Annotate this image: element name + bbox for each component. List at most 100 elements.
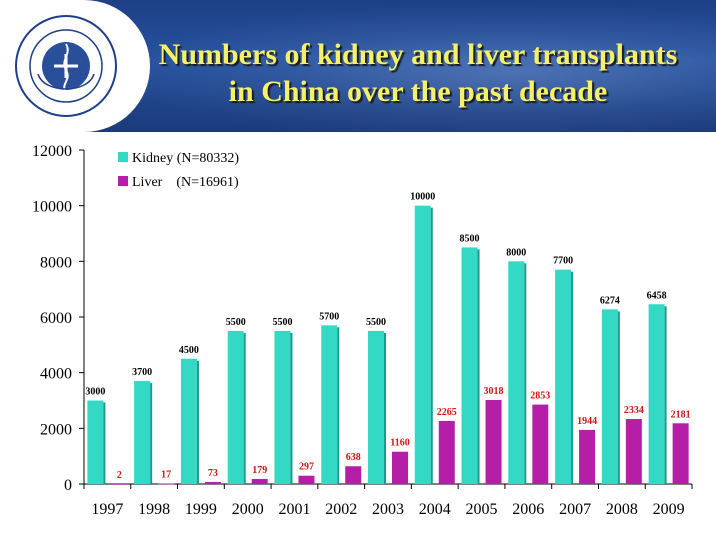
kidney-data-label: 3000 [85, 387, 105, 398]
transplant-bar-chart: 0 2000 4000 6000 8000 10000 12000 1997 1998 1999… [32, 143, 693, 518]
y-tick-label: 0 [64, 477, 72, 494]
y-tick-label: 12000 [32, 143, 72, 160]
ministry-of-health-emblem-icon [15, 15, 117, 117]
header-banner: Numbers of kidney and liver transplants … [0, 0, 716, 132]
liver-data-label: 2 [117, 470, 122, 481]
legend-liver-swatch [118, 176, 128, 186]
x-tick-label: 2002 [325, 501, 357, 518]
x-tick-label: 2000 [232, 501, 264, 518]
kidney-bar-shade [617, 311, 620, 484]
y-tick-label: 2000 [40, 421, 72, 438]
liver-bar [438, 420, 455, 484]
kidney-bar-shade [571, 271, 574, 484]
bars [87, 205, 689, 485]
kidney-bar-shade [430, 207, 433, 484]
liver-bar [158, 483, 175, 485]
kidney-bar [274, 330, 291, 484]
kidney-data-label: 8000 [506, 247, 526, 258]
kidney-bar [368, 330, 384, 484]
x-tick-label: 1998 [138, 501, 170, 518]
x-tick-label: 2001 [278, 501, 310, 518]
kidney-bar-shade [524, 263, 527, 484]
kidney-bar-shade [477, 249, 480, 484]
x-tick-label: 2004 [419, 501, 451, 518]
kidney-bar-shade [196, 360, 199, 484]
liver-data-label: 638 [346, 452, 361, 463]
kidney-bar [601, 309, 618, 484]
y-tick-label: 4000 [40, 366, 72, 383]
x-tick-label: 2003 [372, 501, 404, 518]
kidney-data-label: 10000 [410, 192, 435, 203]
liver-data-label: 3018 [484, 386, 504, 397]
kidney-bar-shade [384, 332, 386, 484]
kidney-bar [87, 400, 104, 484]
y-tick-label: 10000 [32, 199, 72, 216]
liver-data-label: 1944 [577, 416, 597, 427]
kidney-bar-shade [243, 332, 246, 484]
y-axis: 0 2000 4000 6000 8000 10000 12000 [32, 143, 85, 494]
y-tick-label: 8000 [40, 254, 72, 271]
kidney-data-label: 5500 [366, 317, 386, 328]
kidney-data-label: 7700 [553, 256, 573, 267]
x-tick-label: 2009 [653, 501, 685, 518]
kidney-bar [321, 325, 338, 484]
liver-data-label: 73 [208, 468, 218, 479]
liver-data-label: 17 [161, 470, 171, 481]
kidney-bar-shade [290, 332, 293, 484]
kidney-data-label: 3700 [132, 367, 152, 378]
liver-bar [204, 481, 221, 484]
liver-bar [625, 419, 642, 484]
liver-bar [579, 429, 596, 484]
data-labels: 3000 2 3700 17 4500 73 5500 179 5500 297 5700 638 55… [85, 192, 690, 481]
china-map-background [120, 0, 716, 132]
liver-bar [485, 399, 502, 484]
kidney-bar-shade [337, 327, 340, 484]
liver-bar [392, 451, 408, 484]
kidney-bar-shade [150, 383, 153, 484]
liver-data-label: 2853 [530, 391, 550, 402]
kidney-data-label: 4500 [179, 345, 199, 356]
legend-liver-label: Liver (N=16961) [132, 175, 239, 190]
kidney-data-label: 8500 [460, 233, 480, 244]
page-title: Numbers of kidney and liver transplants … [128, 36, 708, 110]
y-tick-label: 6000 [40, 310, 72, 327]
kidney-data-label: 5500 [226, 317, 246, 328]
kidney-bar [414, 205, 431, 484]
x-tick-label: 2005 [466, 501, 498, 518]
x-tick-label: 1999 [185, 501, 217, 518]
liver-data-label: 1160 [390, 438, 409, 449]
liver-bar [532, 404, 549, 484]
kidney-bar [180, 358, 197, 484]
liver-bar [298, 475, 315, 484]
kidney-bar-shade [664, 306, 667, 484]
liver-data-label: 2334 [624, 405, 644, 416]
kidney-data-label: 6274 [600, 295, 620, 306]
x-tick-label: 1997 [91, 501, 123, 518]
kidney-bar [508, 261, 525, 484]
kidney-bar [648, 304, 665, 484]
liver-data-label: 2265 [437, 407, 457, 418]
liver-bar [111, 483, 128, 485]
liver-data-label: 297 [299, 462, 314, 473]
liver-data-label: 2181 [671, 409, 691, 420]
kidney-bar [227, 330, 244, 484]
kidney-bar [134, 381, 151, 484]
x-axis: 1997 1998 1999 2000 2001 2002 2003 2004 2005 2006… [83, 483, 693, 518]
kidney-data-label: 5700 [319, 311, 339, 322]
legend-kidney-swatch [118, 152, 128, 162]
liver-data-label: 179 [252, 465, 267, 476]
kidney-data-label: 6458 [647, 290, 667, 301]
kidney-bar [555, 269, 572, 484]
x-tick-label: 2007 [559, 501, 591, 518]
x-tick-label: 2006 [512, 501, 544, 518]
liver-bar [251, 479, 268, 484]
kidney-bar-shade [103, 402, 106, 484]
x-tick-label: 2008 [606, 501, 638, 518]
liver-bar [672, 423, 689, 484]
title-line-1: Numbers of kidney and liver transplants [158, 38, 678, 71]
liver-bar [345, 466, 362, 484]
kidney-data-label: 5500 [272, 317, 292, 328]
legend-kidney-label: Kidney (N=80332) [132, 151, 239, 166]
title-line-2: in China over the past decade [228, 75, 608, 108]
kidney-bar [461, 247, 478, 484]
